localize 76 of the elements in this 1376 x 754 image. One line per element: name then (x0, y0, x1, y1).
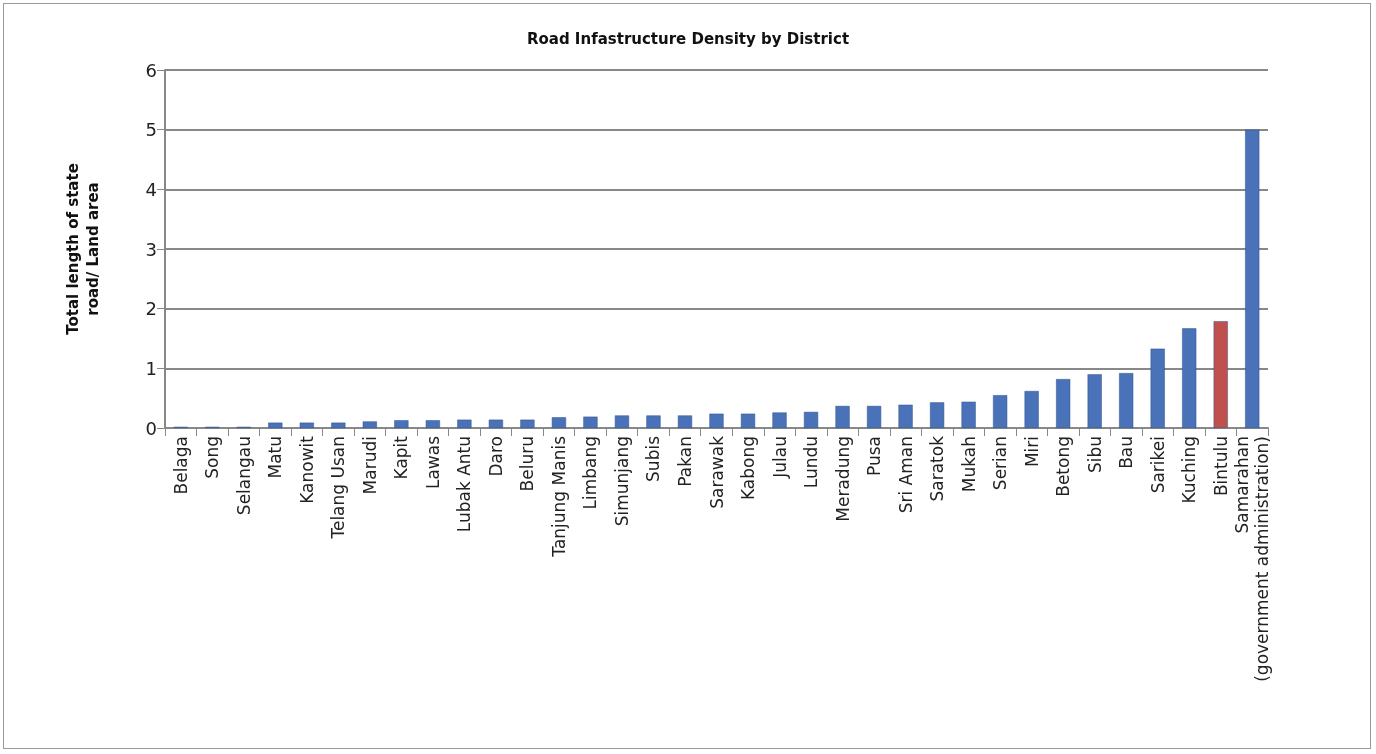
x-tick-label: Lubak Antu (454, 436, 475, 533)
x-tick-label: Miri (1021, 436, 1042, 468)
bar (740, 413, 756, 428)
bar (425, 420, 440, 428)
bar (614, 415, 630, 428)
x-tick-label: Kabong (738, 436, 759, 501)
bar (803, 411, 819, 428)
x-tick-label: Sri Aman (895, 436, 916, 514)
bar (457, 419, 472, 428)
x-tick-label: Serian (990, 436, 1011, 491)
x-tick-label: Matu (265, 436, 286, 479)
bar (772, 412, 787, 428)
bar (299, 422, 314, 428)
x-tick-label: Sarikei (1147, 436, 1168, 494)
bar (835, 405, 850, 428)
bar (866, 405, 882, 428)
x-tick-label: Bintulu (1210, 436, 1231, 497)
bar (331, 422, 346, 428)
bar (520, 419, 535, 428)
x-tick-label: Belaga (170, 436, 191, 495)
x-tick-label: Saratok (927, 435, 948, 502)
x-tick-label: Bau (1116, 436, 1137, 469)
bar (709, 413, 724, 428)
y-axis-title: Total length of state road/ Land area (64, 163, 102, 335)
x-tick-label: Kapit (391, 435, 412, 480)
x-tick-label: Subis (643, 435, 664, 482)
bar (268, 422, 283, 428)
bar (1087, 374, 1102, 428)
bar (1024, 391, 1039, 428)
bar (898, 404, 913, 428)
x-tick-label: Beluru (517, 436, 538, 492)
bar (1182, 328, 1197, 428)
y-tick-label: 6 (145, 59, 157, 81)
x-tick-label: Sibu (1084, 436, 1105, 474)
y-tick-label: 1 (145, 357, 157, 379)
y-tick-label: 2 (145, 298, 157, 320)
x-tick-label: Kanowit (296, 435, 317, 504)
x-tick-label: Limbang (580, 436, 601, 510)
x-tick-label: Daro (485, 436, 506, 477)
y-tick-label: 3 (145, 238, 157, 260)
x-tick-label: Selangau (233, 436, 254, 516)
chart-title: Road Infastructure Density by District (526, 29, 850, 48)
x-tick-label: Mukah (958, 436, 979, 493)
bar (930, 402, 945, 428)
y-tick-label: 0 (145, 417, 157, 439)
x-tick-label: Julau (769, 436, 790, 479)
x-tick-label: Pakan (674, 436, 695, 487)
bar (677, 415, 693, 428)
bar (1213, 321, 1228, 428)
x-tick-label: Sarawak (706, 435, 727, 509)
y-tick-label: 5 (145, 119, 157, 141)
x-tick-label: Pusa (864, 436, 885, 477)
bar (488, 419, 503, 428)
bar (1150, 348, 1165, 428)
bar (1245, 129, 1260, 428)
x-tick-label: Marudi (359, 436, 380, 495)
bar (362, 421, 377, 428)
bar (1056, 379, 1071, 428)
x-tick-label: Telang Usan (328, 436, 349, 540)
bar (646, 415, 661, 428)
x-tick-label: Lawas (422, 435, 443, 490)
bar (1119, 373, 1134, 428)
bar (993, 395, 1008, 428)
bar (551, 417, 567, 428)
x-tick-label: Kuching (1179, 436, 1200, 504)
bar (583, 416, 598, 428)
x-tick-label: Lundu (801, 436, 822, 489)
bar (961, 401, 976, 428)
x-tick-label: Meradung (832, 436, 853, 522)
x-tick-label: Tanjung Manis (548, 435, 569, 558)
x-tick-label: Samarahan (government administration) (1232, 436, 1273, 682)
x-tick-label: Betong (1053, 436, 1074, 497)
x-tick-label: Song (202, 436, 223, 479)
x-tick-label: Simunjang (611, 436, 632, 527)
bar (394, 420, 409, 428)
y-tick-label: 4 (145, 178, 157, 200)
